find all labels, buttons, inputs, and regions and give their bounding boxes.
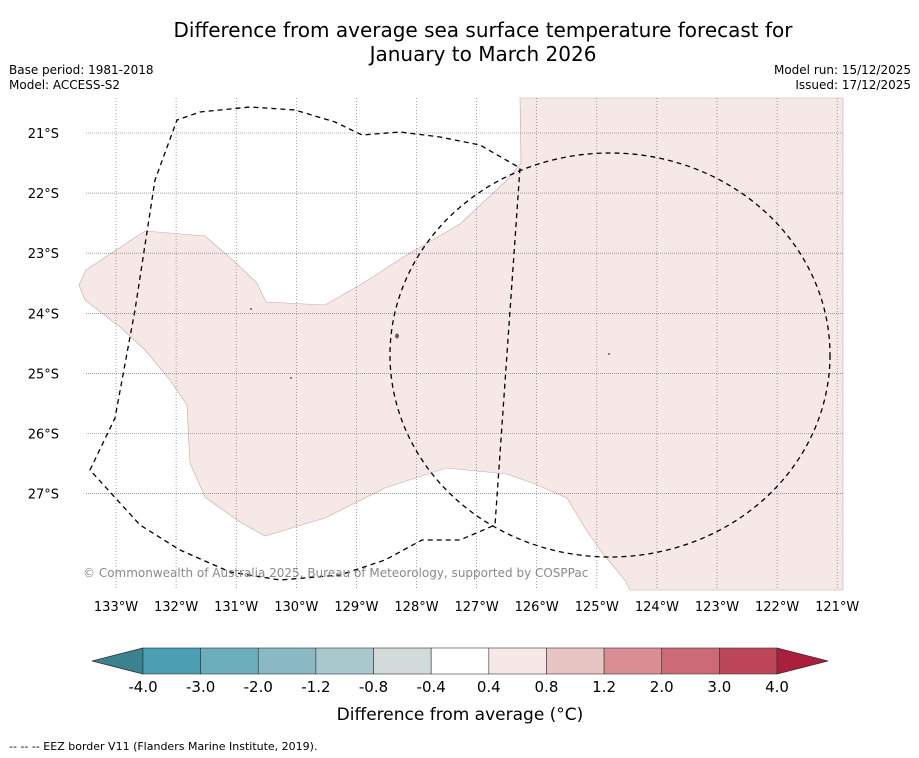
colorbar-extend-low <box>91 647 144 675</box>
latitude-label: 25°S <box>28 367 59 382</box>
title-line-2: January to March 2026 <box>369 42 597 66</box>
copyright-text: © Commonwealth of Australia 2025, Bureau… <box>83 566 588 580</box>
colorbar-extend-high <box>776 647 829 675</box>
longitude-label: 131°W <box>214 600 258 615</box>
gridlines <box>86 98 843 590</box>
colorbar-segment <box>719 647 778 675</box>
latitude-labels: 21°S 22°S 23°S 24°S 25°S 26°S 27°S <box>28 127 59 503</box>
colorbar-tick-label: -2.0 <box>244 678 273 696</box>
latitude-label: 24°S <box>28 307 59 322</box>
latitude-label: 21°S <box>28 127 59 142</box>
colorbar-segment <box>142 647 201 675</box>
longitude-label: 121°W <box>815 600 859 615</box>
colorbar-segment <box>603 647 663 675</box>
colorbar-segment <box>315 647 374 675</box>
island-speck <box>608 353 610 355</box>
colorbar-segment <box>257 647 317 675</box>
longitude-label: 132°W <box>154 600 198 615</box>
colorbar-tick-label: 0.8 <box>535 678 559 696</box>
issued-date: Issued: 17/12/2025 <box>795 78 911 92</box>
anomaly-regions <box>78 97 844 591</box>
latitude-label: 23°S <box>28 247 59 262</box>
longitude-label: 125°W <box>575 600 619 615</box>
base-period: Base period: 1981-2018 <box>9 63 154 77</box>
colorbar-segment <box>488 647 547 675</box>
latitude-label: 22°S <box>28 187 59 202</box>
colorbar-tick-label: -1.2 <box>301 678 330 696</box>
model-run: Model run: 15/12/2025 <box>773 63 911 77</box>
colorbar-tick-label: -3.0 <box>186 678 215 696</box>
colorbar-segment <box>373 647 432 675</box>
longitude-label: 128°W <box>394 600 438 615</box>
colorbar-segment <box>661 647 720 675</box>
colorbar-tick-labels: -4.0 -3.0 -2.0 -1.2 -0.8 -0.4 0.4 0.8 1.2 2.0 3.0 4… <box>128 678 789 696</box>
colorbar-segment <box>200 647 259 675</box>
eez-borders <box>89 106 831 581</box>
colorbar <box>91 647 829 675</box>
colorbar-tick-label: -0.8 <box>359 678 388 696</box>
colorbar-tick-label: -0.4 <box>417 678 446 696</box>
longitude-label: 133°W <box>94 600 138 615</box>
model-name: Model: ACCESS-S2 <box>9 78 121 92</box>
meta-right: Model run: 15/12/2025 Issued: 17/12/2025 <box>774 63 911 93</box>
longitude-labels: 133°W 132°W 131°W 130°W 129°W 128°W 127°W 126°W… <box>94 600 860 615</box>
colorbar-tick-label: 1.2 <box>592 678 616 696</box>
colorbar-segment <box>430 647 490 675</box>
longitude-label: 127°W <box>455 600 499 615</box>
island-speck <box>250 308 252 310</box>
eez-border-ducie <box>389 152 831 558</box>
eez-footnote: -- -- -- EEZ border V11 (Flanders Marine… <box>9 740 318 753</box>
islands <box>250 308 610 379</box>
longitude-label: 129°W <box>334 600 378 615</box>
colorbar-tick-label: 2.0 <box>650 678 674 696</box>
title-line-1: Difference from average sea surface temp… <box>173 18 793 42</box>
meta-left: Base period: 1981-2018 Model: ACCESS-S2 <box>9 63 154 93</box>
longitude-label: 126°W <box>515 600 559 615</box>
latitude-label: 27°S <box>28 488 59 503</box>
eez-border-pitcairn <box>89 106 521 581</box>
island-speck <box>395 333 399 339</box>
island-speck <box>290 377 292 379</box>
map-title: Difference from average sea surface temp… <box>0 18 919 66</box>
colorbar-title: Difference from average (°C) <box>337 705 584 725</box>
colorbar-tick-label: 4.0 <box>765 678 789 696</box>
latitude-label: 26°S <box>28 428 59 443</box>
anomaly-region-main <box>78 97 844 591</box>
colorbar-tick-label: 3.0 <box>707 678 731 696</box>
longitude-label: 123°W <box>695 600 739 615</box>
colorbar-tick-label: 0.4 <box>477 678 501 696</box>
longitude-label: 130°W <box>274 600 318 615</box>
colorbar-segment <box>546 647 605 675</box>
longitude-label: 122°W <box>755 600 799 615</box>
colorbar-tick-label: -4.0 <box>128 678 157 696</box>
longitude-label: 124°W <box>635 600 679 615</box>
